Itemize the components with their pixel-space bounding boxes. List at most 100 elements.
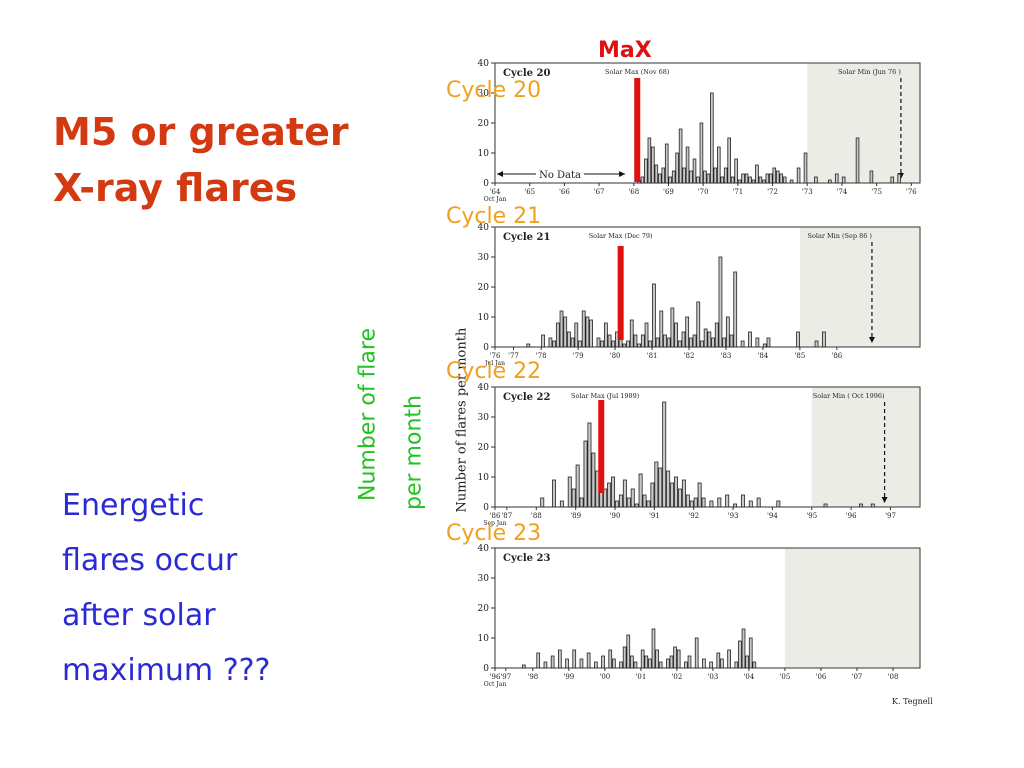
x-tick-label: '77 [508, 352, 519, 360]
bar [626, 497, 631, 508]
bar [671, 170, 676, 184]
bar [674, 322, 678, 348]
bar [651, 146, 655, 184]
bar [834, 173, 839, 184]
bar [823, 503, 828, 508]
x-tick-label: '05 [780, 673, 791, 681]
bar [714, 322, 719, 348]
bar [552, 479, 557, 508]
bar [640, 176, 645, 184]
bar [601, 655, 605, 669]
bar [664, 143, 669, 184]
shaded-region [784, 548, 920, 668]
bar [740, 494, 745, 508]
solar-max-annotation: Solar Max (Dec 79) [589, 232, 653, 240]
y-tick-label: 40 [478, 223, 490, 233]
x-tick-label: '96 [846, 512, 857, 520]
bar [626, 340, 630, 348]
panel-title: Cycle 23 [503, 553, 550, 564]
shaded-region [811, 387, 920, 507]
bar [650, 482, 655, 508]
bar [677, 488, 682, 508]
bar [589, 319, 593, 348]
x-tick-label: '71 [732, 188, 743, 196]
solar-max-red-marker [634, 78, 641, 182]
bar [661, 167, 666, 184]
bar [666, 337, 671, 348]
note-line-2: flares occur [62, 543, 238, 578]
solar-min-annotation: Solar Min (Sep 86 ) [808, 232, 873, 240]
bar [756, 497, 761, 508]
x-tick-label: '90 [610, 512, 621, 520]
bar [727, 649, 731, 669]
bar [751, 179, 756, 184]
x-tick-label: '64 [490, 188, 501, 196]
bar [696, 176, 700, 184]
bar [744, 173, 749, 184]
bar [741, 173, 745, 184]
x-tick-label: '83 [721, 352, 732, 360]
bar [644, 655, 649, 669]
bar [669, 655, 674, 669]
x-tick-label: '84 [758, 352, 769, 360]
slide-title: M5 or greater X-ray flares [53, 104, 349, 216]
bar [607, 482, 612, 508]
bar [685, 316, 690, 348]
bar [677, 340, 682, 348]
bar [670, 307, 675, 348]
bar [668, 176, 672, 184]
shaded-region [799, 227, 920, 347]
x-tick-label: '76 [490, 352, 501, 360]
bar [758, 176, 763, 184]
solar-min-annotation: Solar Min (Jun 76 ) [838, 68, 901, 76]
y-tick-label: 10 [478, 634, 490, 644]
bar [654, 164, 659, 184]
bar [634, 503, 639, 508]
bar [822, 331, 826, 348]
shaded-region [807, 63, 920, 183]
bar [619, 661, 623, 669]
bar [694, 637, 699, 669]
bar [733, 503, 738, 508]
y-tick-label: 20 [478, 604, 490, 614]
x-tick-label: '02 [671, 673, 682, 681]
y-tick-label: 0 [483, 664, 489, 674]
bar [654, 461, 659, 508]
y-tick-label: 0 [483, 179, 489, 189]
bar [540, 497, 545, 508]
bar [571, 488, 576, 508]
bar [552, 340, 557, 348]
x-tick-label: '92 [688, 512, 699, 520]
bar [725, 316, 730, 348]
x-tick-label: '81 [647, 352, 658, 360]
vertical-axis-label-line2: per month [401, 395, 427, 510]
x-tick-label: '95 [806, 512, 817, 520]
bar [769, 173, 773, 184]
panel-title: Cycle 20 [503, 68, 550, 79]
bar [622, 479, 627, 508]
bar [638, 473, 643, 508]
no-data-arrowhead-right [619, 171, 626, 177]
bar [626, 634, 631, 669]
bar [703, 170, 707, 184]
bar [709, 500, 714, 508]
figure-credit: K. Tegnell [892, 697, 933, 706]
bar [711, 337, 715, 348]
bar [700, 340, 704, 348]
bar [716, 652, 721, 669]
bar [720, 176, 725, 184]
bar [521, 664, 526, 669]
bar [644, 158, 648, 184]
bar [565, 658, 569, 669]
bar [678, 128, 683, 184]
bar [748, 637, 753, 669]
x-tick-label: '98 [527, 673, 538, 681]
panel-title: Cycle 21 [503, 232, 550, 243]
bar [772, 167, 777, 184]
y-tick-label: 40 [478, 383, 490, 393]
y-tick-label: 30 [478, 253, 490, 263]
x-tick-label: '80 [610, 352, 621, 360]
bar [703, 328, 708, 348]
bar [642, 494, 647, 508]
bar [622, 646, 627, 669]
